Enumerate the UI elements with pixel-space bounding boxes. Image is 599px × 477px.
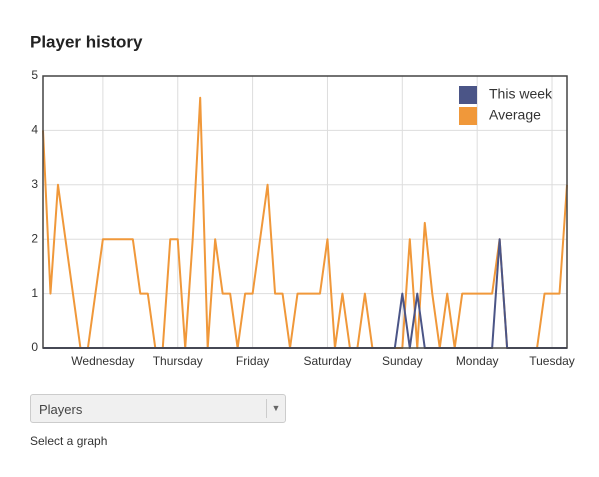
x-tick-label: Monday — [456, 354, 499, 368]
plot-border — [42, 75, 568, 349]
legend-swatch — [459, 107, 477, 125]
y-tick-label: 2 — [31, 231, 38, 245]
series-line — [42, 96, 568, 349]
y-tick-label: 0 — [31, 340, 38, 354]
select-hint: Select a graph — [30, 434, 108, 448]
chart-title: Player history — [30, 32, 143, 51]
y-tick-label: 4 — [31, 123, 38, 137]
y-tick-label: 5 — [31, 68, 38, 82]
x-tick-label: Friday — [236, 354, 269, 368]
plot-area — [43, 76, 567, 348]
x-tick-label: Tuesday — [529, 354, 575, 368]
graph-select[interactable]: Players ▼ — [30, 394, 286, 423]
y-tick-label: 1 — [31, 286, 38, 300]
x-tick-label: Thursday — [153, 354, 203, 368]
legend-label: This week — [489, 86, 553, 102]
select-arrow: ▼ — [266, 399, 285, 418]
x-tick-label: Saturday — [303, 354, 351, 368]
legend-label: Average — [489, 107, 541, 123]
x-tick-label: Sunday — [382, 354, 423, 368]
x-tick-label: Wednesday — [71, 354, 134, 368]
y-tick-label: 3 — [31, 177, 38, 191]
select-value: Players — [39, 402, 83, 417]
chart: Player history 0 1 2 3 4 5 Wednesday Thursday Fr… — [30, 32, 575, 368]
legend-swatch — [459, 86, 477, 104]
